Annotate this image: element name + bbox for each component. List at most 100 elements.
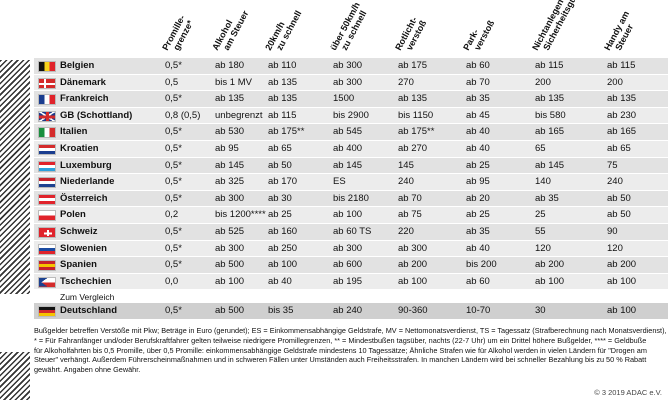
country-name: Niederlande xyxy=(60,176,115,188)
table-cell: ab 165 xyxy=(535,126,565,138)
table-row xyxy=(34,141,668,157)
country-name: Österreich xyxy=(60,192,108,204)
table-cell: ab 70 xyxy=(466,76,490,88)
table-cell: ab 60 xyxy=(466,60,490,71)
table-cell: ab 145 xyxy=(535,159,565,171)
table-row xyxy=(34,91,668,107)
table-cell: 10-70 xyxy=(466,305,491,317)
table-cell: ab 25 xyxy=(466,159,490,171)
table-cell: bis 200 xyxy=(466,259,497,271)
table-cell: ab 75 xyxy=(398,209,422,221)
table-cell: ab 65 xyxy=(268,143,292,154)
country-name: GB (Schottland) xyxy=(60,109,133,121)
table-cell: ab 170 xyxy=(268,176,298,188)
table-cell: ab 200 xyxy=(398,259,428,271)
table-cell: ab 160 xyxy=(268,226,298,237)
table-cell: 200 xyxy=(535,76,551,88)
table-cell: 0,2 xyxy=(165,209,179,221)
table-cell: ab 100 xyxy=(398,275,428,287)
table-cell: ab 300 xyxy=(333,242,363,254)
table-row xyxy=(34,107,668,124)
table-cell: ES xyxy=(333,176,346,188)
table-cell: ab 175** xyxy=(398,126,435,138)
table-cell: ab 135 xyxy=(535,93,565,105)
table-cell: ab 40 xyxy=(466,126,490,138)
flag xyxy=(38,260,56,272)
table-cell: bis 1200**** xyxy=(215,209,266,221)
table-cell: 240 xyxy=(607,176,623,188)
flag xyxy=(38,227,56,238)
table-cell: ab 30 xyxy=(268,192,292,204)
table-cell: ab 325 xyxy=(215,176,245,188)
table-row xyxy=(34,157,668,174)
table-cell: ab 200 xyxy=(535,259,565,271)
country-name: Kroatien xyxy=(60,143,99,154)
table-cell: ab 300 xyxy=(215,242,245,254)
table-cell: ab 70 xyxy=(398,192,422,204)
table-cell: 0,0 xyxy=(165,275,179,287)
table-cell: ab 60 TS xyxy=(333,226,372,237)
table-cell: ab 100 xyxy=(607,275,637,287)
country-name: Frankreich xyxy=(60,93,109,105)
table-cell: unbegrenzt xyxy=(215,109,263,121)
table-cell: 145 xyxy=(398,159,414,171)
table-cell: 90 xyxy=(607,226,618,237)
table-cell: ab 135 xyxy=(607,93,637,105)
table-cell: ab 100 xyxy=(268,259,298,271)
table-cell: 200 xyxy=(607,76,623,88)
table-cell: ab 60 xyxy=(466,275,490,287)
table-row xyxy=(34,58,668,74)
table-cell: ab 530 xyxy=(215,126,245,138)
country-name: Deutschland xyxy=(60,305,118,317)
table-cell: 0,5* xyxy=(165,159,182,171)
table-cell: ab 600 xyxy=(333,259,363,271)
table-cell: 0,5* xyxy=(165,60,182,71)
table-cell: ab 115 xyxy=(535,60,564,71)
flag xyxy=(38,110,56,122)
table-cell: ab 300 xyxy=(215,192,245,204)
table-cell: ab 95 xyxy=(466,176,490,188)
table-cell: ab 40 xyxy=(268,275,292,287)
country-name: Belgien xyxy=(60,60,95,71)
table-cell: 65 xyxy=(535,143,546,154)
table-cell: ab 35 xyxy=(466,226,490,237)
table-cell: ab 25 xyxy=(268,209,292,221)
table-cell: ab 300 xyxy=(333,60,363,71)
table-cell: 30 xyxy=(535,305,546,317)
country-name: Spanien xyxy=(60,259,97,271)
table-cell: ab 200 xyxy=(607,259,637,271)
table-cell: 0,5* xyxy=(165,226,182,237)
table-row xyxy=(34,224,668,240)
table-cell: ab 175** xyxy=(268,126,305,138)
table-cell: 0,5* xyxy=(165,143,182,154)
table-cell: ab 400 xyxy=(333,143,363,154)
table-row xyxy=(34,303,668,319)
table-cell: ab 240 xyxy=(333,305,363,317)
table-cell: 0,5* xyxy=(165,176,182,188)
flag xyxy=(38,144,56,155)
table-cell: ab 45 xyxy=(466,109,490,121)
table-cell: ab 50 xyxy=(268,159,292,171)
country-name: Tschechien xyxy=(60,275,112,287)
table-cell: 0,5 xyxy=(165,76,179,88)
table-cell: 0,5* xyxy=(165,126,182,138)
table-cell: ab 95 xyxy=(215,143,239,154)
table-cell: ab 100 xyxy=(333,209,363,221)
table-cell: 120 xyxy=(607,242,623,254)
table-cell: ab 25 xyxy=(466,209,490,221)
table-row xyxy=(34,240,668,257)
country-name: Schweiz xyxy=(60,226,98,237)
table-cell: 0,8 (0,5) xyxy=(165,109,201,121)
table-row xyxy=(34,174,668,190)
table-row xyxy=(34,190,668,207)
table-cell: ab 115 xyxy=(268,109,297,121)
table-row xyxy=(34,207,668,223)
table-cell: ab 100 xyxy=(535,275,565,287)
country-name: Italien xyxy=(60,126,88,138)
table-cell: 55 xyxy=(535,226,546,237)
table-cell: ab 250 xyxy=(268,242,298,254)
footnote-line: * = Für Fahranfänger und/oder Berufskraf… xyxy=(34,336,647,345)
table-cell: ab 135 xyxy=(215,93,245,105)
table-cell: ab 525 xyxy=(215,226,245,237)
